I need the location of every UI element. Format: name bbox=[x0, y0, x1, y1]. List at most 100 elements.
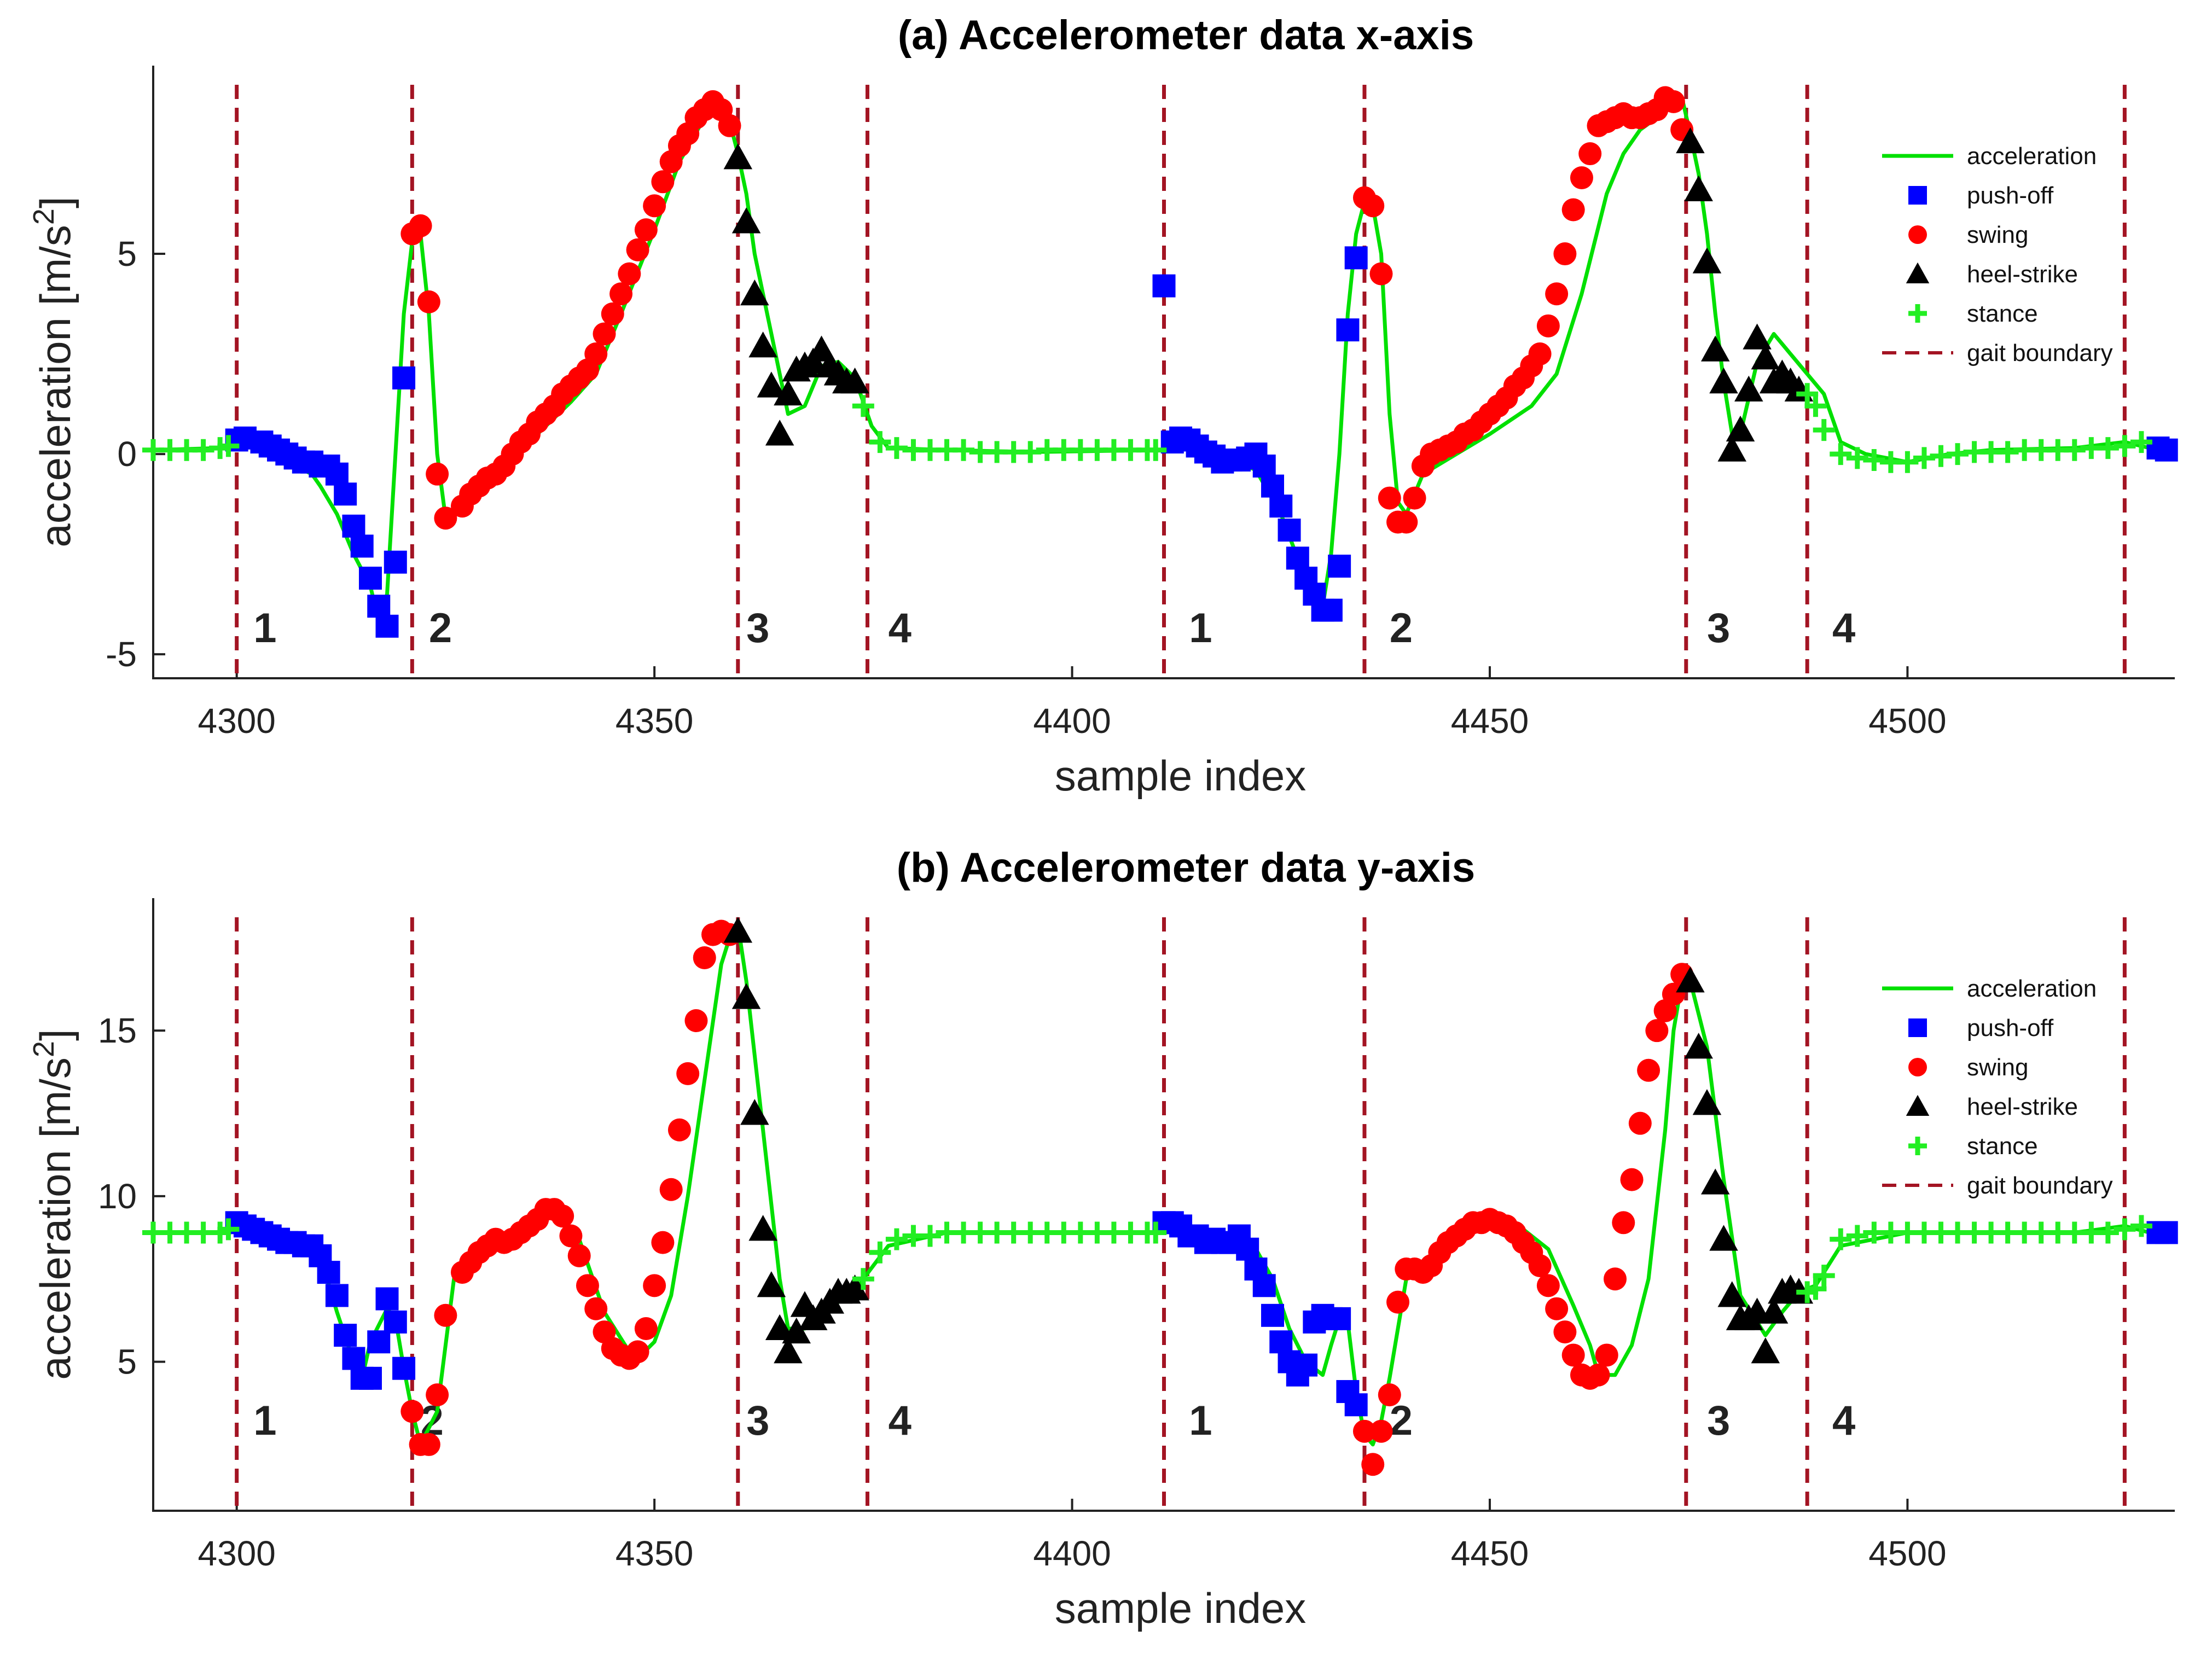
swing-marker bbox=[559, 1224, 583, 1248]
y-axis-label-superscript: 2 bbox=[27, 208, 60, 225]
swing-marker bbox=[693, 946, 716, 969]
push-off-marker bbox=[325, 462, 349, 486]
swing-marker bbox=[1369, 1419, 1393, 1443]
swing-marker bbox=[1553, 242, 1577, 266]
swing-marker bbox=[1578, 142, 1602, 166]
x-tick-label: 4300 bbox=[198, 701, 275, 741]
heel-strike-marker bbox=[1751, 344, 1780, 370]
heel-strike-marker bbox=[757, 1271, 786, 1297]
heel-strike-marker bbox=[1726, 415, 1755, 442]
chart-title: (b) Accelerometer data y-axis bbox=[897, 845, 1475, 891]
legend-stance-label: stance bbox=[1967, 300, 2038, 327]
chart-title: (a) Accelerometer data x-axis bbox=[898, 12, 1474, 59]
swing-marker bbox=[718, 114, 741, 137]
swing-marker bbox=[1561, 1343, 1585, 1367]
swing-marker bbox=[434, 507, 457, 530]
swing-marker bbox=[1361, 1453, 1385, 1476]
stance-marker bbox=[919, 1225, 941, 1247]
y-axis-label-close: ] bbox=[31, 196, 79, 208]
axes-frame bbox=[152, 66, 2175, 679]
legend-acceleration-label: acceleration bbox=[1967, 143, 2097, 170]
push-off-marker bbox=[1269, 1330, 1293, 1354]
y-axis-label-close: ] bbox=[31, 1029, 79, 1041]
push-off-marker bbox=[358, 1366, 382, 1390]
stance-marker bbox=[1804, 395, 1827, 417]
swing-marker bbox=[1536, 314, 1560, 337]
swing-marker bbox=[426, 462, 449, 486]
swing-marker bbox=[618, 262, 641, 286]
swing-marker bbox=[634, 218, 658, 242]
swing-marker bbox=[1662, 90, 1685, 113]
heel-strike-marker bbox=[1700, 335, 1730, 362]
push-off-marker bbox=[375, 1287, 399, 1311]
y-tick-label: 10 bbox=[98, 1177, 137, 1216]
heel-strike-marker bbox=[723, 917, 753, 943]
series-stance bbox=[142, 1215, 2152, 1303]
heel-strike-marker bbox=[765, 420, 794, 446]
phase-label: 3 bbox=[1707, 605, 1730, 651]
swing-marker bbox=[1545, 1297, 1569, 1320]
swing-marker bbox=[626, 238, 649, 261]
swing-marker bbox=[1378, 1383, 1401, 1407]
x-tick-label: 4400 bbox=[1033, 701, 1111, 741]
swing-marker bbox=[1386, 1290, 1410, 1314]
swing-marker bbox=[1352, 1419, 1376, 1443]
heel-strike-marker bbox=[1700, 1168, 1730, 1195]
phase-label: 1 bbox=[1189, 605, 1212, 651]
heel-strike-marker bbox=[782, 1317, 811, 1344]
heel-strike-marker bbox=[740, 280, 769, 306]
y-tick-label: 5 bbox=[117, 234, 137, 273]
heel-strike-marker bbox=[731, 207, 761, 234]
swing-marker bbox=[1604, 1267, 1627, 1291]
legend-swing-label: swing bbox=[1967, 222, 2029, 248]
swing-marker bbox=[651, 170, 675, 194]
phase-label: 1 bbox=[253, 1398, 276, 1444]
heel-strike-marker bbox=[748, 1215, 777, 1241]
push-off-marker bbox=[1261, 1303, 1284, 1327]
stance-marker bbox=[852, 1268, 874, 1290]
swing-marker bbox=[400, 1400, 424, 1423]
swing-marker bbox=[651, 1231, 675, 1254]
swing-marker bbox=[417, 290, 440, 313]
y-tick-label: 15 bbox=[98, 1011, 137, 1050]
swing-marker bbox=[643, 1274, 666, 1297]
phase-label: 2 bbox=[1390, 605, 1413, 651]
push-off-marker bbox=[384, 1310, 407, 1334]
stance-marker bbox=[1846, 1225, 1868, 1247]
legend-push-off-symbol bbox=[1908, 186, 1927, 205]
swing-marker bbox=[593, 322, 616, 346]
heel-strike-marker bbox=[1734, 375, 1763, 401]
push-off-marker bbox=[1336, 318, 1360, 342]
phase-label: 3 bbox=[746, 605, 769, 651]
push-off-marker bbox=[1252, 1274, 1276, 1297]
swing-marker bbox=[1528, 342, 1552, 366]
phase-label: 1 bbox=[1189, 1398, 1212, 1444]
push-off-marker bbox=[1278, 519, 1301, 542]
stance-marker bbox=[1813, 1265, 1835, 1287]
heel-strike-marker bbox=[1717, 1281, 1747, 1307]
heel-strike-marker bbox=[774, 380, 803, 406]
swing-marker bbox=[634, 1317, 658, 1341]
swing-marker bbox=[601, 302, 624, 325]
stance-marker bbox=[885, 1228, 908, 1250]
push-off-marker bbox=[342, 1347, 365, 1370]
push-off-marker bbox=[367, 595, 391, 618]
push-off-marker bbox=[1328, 555, 1351, 578]
push-off-marker bbox=[350, 534, 374, 558]
swing-marker bbox=[609, 282, 633, 306]
x-tick-label: 4300 bbox=[198, 1534, 275, 1573]
stance-marker bbox=[1896, 451, 1919, 473]
legend-stance-label: stance bbox=[1967, 1133, 2038, 1160]
stance-marker bbox=[2097, 1221, 2119, 1244]
heel-strike-marker bbox=[774, 1337, 803, 1364]
heel-strike-marker bbox=[723, 143, 753, 170]
axes-frame bbox=[152, 898, 2175, 1512]
stance-marker bbox=[2130, 431, 2152, 453]
stance-marker bbox=[1830, 443, 1852, 465]
stance-marker bbox=[2114, 1218, 2136, 1241]
acceleration-line bbox=[153, 96, 2175, 624]
push-off-marker bbox=[367, 1330, 391, 1354]
heel-strike-marker bbox=[1692, 1089, 1722, 1115]
heel-strike-marker bbox=[1684, 1033, 1713, 1059]
push-off-marker bbox=[1236, 1237, 1259, 1261]
